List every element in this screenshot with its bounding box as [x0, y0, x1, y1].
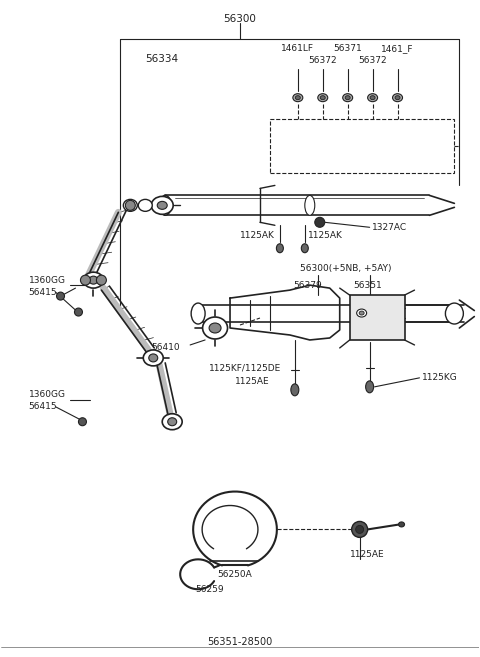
Text: 1125AK: 1125AK	[308, 231, 343, 240]
Text: 56371: 56371	[333, 44, 362, 53]
Text: 56372: 56372	[358, 57, 387, 65]
Ellipse shape	[151, 196, 173, 214]
Text: 1125KF/1125DE: 1125KF/1125DE	[209, 363, 281, 373]
Ellipse shape	[357, 309, 367, 317]
Ellipse shape	[345, 96, 350, 100]
Text: 1461LF: 1461LF	[281, 44, 314, 53]
Text: 1125AE: 1125AE	[350, 550, 385, 559]
Ellipse shape	[168, 418, 177, 426]
Text: 56259: 56259	[196, 585, 224, 594]
Circle shape	[57, 292, 64, 300]
Text: 56379: 56379	[293, 281, 322, 290]
Ellipse shape	[301, 244, 308, 253]
Circle shape	[352, 522, 368, 537]
Text: 56415: 56415	[29, 402, 57, 411]
Ellipse shape	[370, 96, 375, 100]
Text: 1461_F: 1461_F	[381, 44, 414, 53]
Text: 56410: 56410	[151, 344, 180, 352]
Ellipse shape	[149, 354, 158, 362]
Text: 56415: 56415	[29, 288, 57, 296]
Circle shape	[125, 200, 135, 210]
Text: 1125KG: 1125KG	[421, 373, 457, 382]
Ellipse shape	[368, 94, 378, 102]
Text: 56300(+5NB, +5AY): 56300(+5NB, +5AY)	[300, 263, 391, 273]
Ellipse shape	[320, 96, 325, 100]
Ellipse shape	[343, 94, 353, 102]
Bar	[270, 119, 455, 173]
Ellipse shape	[209, 323, 221, 333]
Circle shape	[356, 526, 364, 533]
Ellipse shape	[366, 381, 373, 393]
Ellipse shape	[293, 94, 303, 102]
Text: 56372: 56372	[309, 57, 337, 65]
Ellipse shape	[191, 303, 205, 324]
Ellipse shape	[159, 195, 171, 215]
Ellipse shape	[84, 272, 103, 288]
Text: 56300: 56300	[224, 14, 256, 24]
Ellipse shape	[203, 317, 228, 339]
Circle shape	[78, 418, 86, 426]
Text: 1327AC: 1327AC	[372, 223, 407, 232]
Text: 1125AE: 1125AE	[235, 377, 269, 386]
Ellipse shape	[89, 276, 98, 284]
Text: 56334: 56334	[145, 54, 179, 64]
Text: 56351: 56351	[353, 281, 382, 290]
Circle shape	[315, 217, 325, 227]
Ellipse shape	[295, 96, 300, 100]
Ellipse shape	[395, 96, 400, 100]
Ellipse shape	[138, 199, 152, 212]
Ellipse shape	[359, 311, 364, 315]
Ellipse shape	[157, 201, 167, 210]
Ellipse shape	[445, 303, 463, 324]
Ellipse shape	[305, 195, 315, 215]
Ellipse shape	[144, 350, 163, 366]
Ellipse shape	[276, 244, 283, 253]
Text: 1360GG: 1360GG	[29, 390, 66, 399]
Text: 56250A: 56250A	[217, 570, 252, 579]
Text: 56351-28500: 56351-28500	[207, 637, 273, 647]
Circle shape	[96, 275, 107, 285]
Ellipse shape	[393, 94, 403, 102]
Text: 1125AK: 1125AK	[240, 231, 275, 240]
Ellipse shape	[398, 522, 405, 527]
Ellipse shape	[291, 384, 299, 396]
Bar	[350, 295, 405, 340]
Circle shape	[74, 308, 83, 316]
Ellipse shape	[318, 94, 328, 102]
Ellipse shape	[123, 199, 137, 212]
Text: 1360GG: 1360GG	[29, 276, 66, 284]
Circle shape	[81, 275, 90, 285]
Ellipse shape	[162, 414, 182, 430]
